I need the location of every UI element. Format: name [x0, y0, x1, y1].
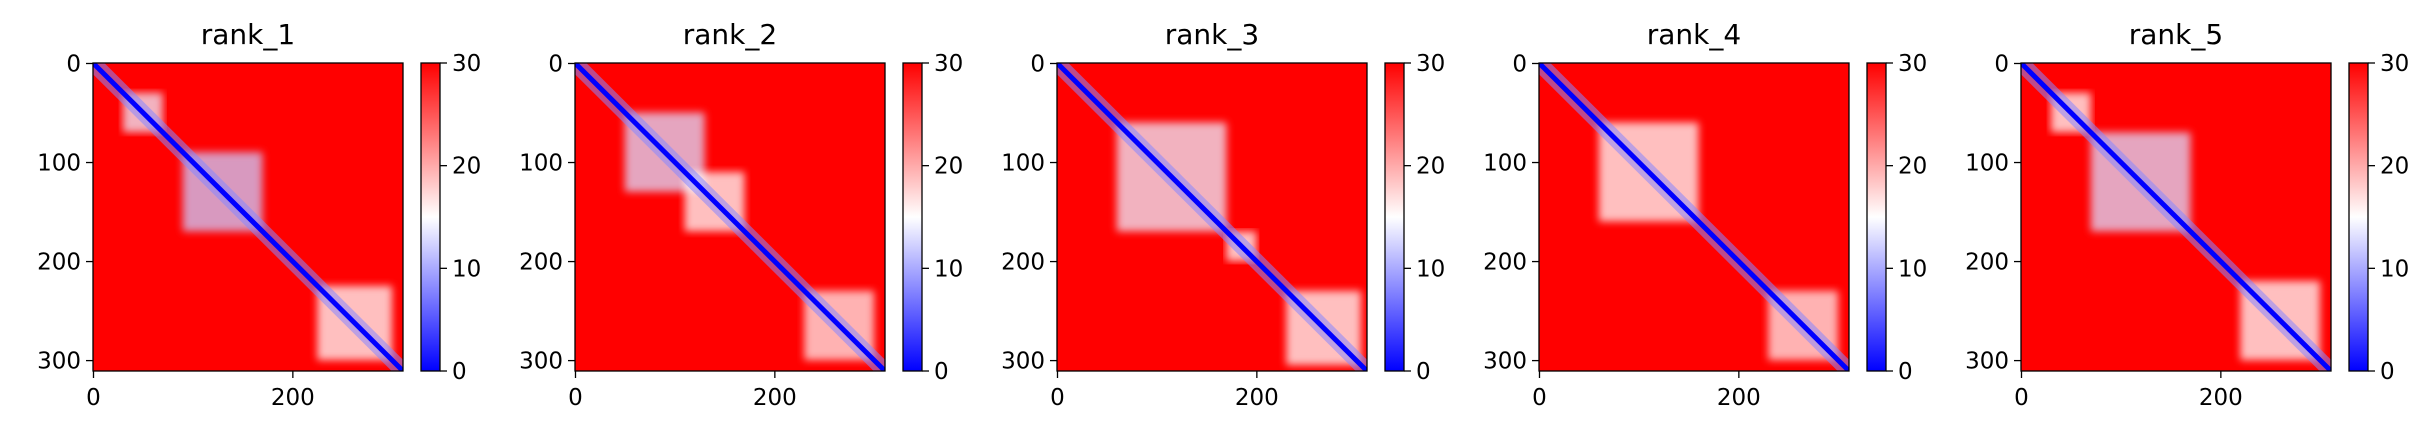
y-tick-label: 200 — [1483, 250, 1527, 276]
colorbar-tick-label: 20 — [934, 154, 963, 180]
axes-frame — [574, 62, 886, 372]
y-tick-label: 300 — [1001, 349, 1045, 375]
y-tick-label: 200 — [519, 250, 563, 276]
y-tick-label: 300 — [1483, 349, 1527, 375]
panel-title: rank_3 — [1165, 18, 1259, 51]
colorbar-tick-label: 20 — [1416, 154, 1445, 180]
x-tick-label: 200 — [2199, 385, 2243, 411]
colorbar-tick-label: 30 — [2380, 51, 2409, 77]
axes-frame — [1538, 62, 1850, 372]
colorbar-tick-label: 0 — [1416, 359, 1431, 385]
axes-frame — [1056, 62, 1368, 372]
y-tick-label: 100 — [1483, 151, 1527, 177]
y-tick-label: 100 — [519, 151, 563, 177]
y-tick-label: 200 — [37, 250, 81, 276]
panel-title: rank_4 — [1647, 18, 1741, 51]
diagonal-line — [1539, 63, 1849, 371]
y-tick-label: 100 — [37, 151, 81, 177]
x-tick-label: 0 — [2014, 385, 2029, 411]
colorbar-tick-label: 0 — [452, 359, 467, 385]
y-tick-label: 300 — [519, 349, 563, 375]
colorbar — [1384, 62, 1405, 372]
x-tick-label: 200 — [1235, 385, 1279, 411]
colorbar-tick-label: 30 — [1416, 51, 1445, 77]
y-tick-label: 200 — [1965, 250, 2009, 276]
colorbar-tick-label: 20 — [2380, 154, 2409, 180]
colorbar — [902, 62, 923, 372]
colorbar-tick-label: 0 — [1898, 359, 1913, 385]
y-tick-label: 100 — [1965, 151, 2009, 177]
y-tick-label: 0 — [548, 51, 563, 77]
y-tick-label: 0 — [1512, 51, 1527, 77]
colorbar-tick-label: 20 — [1898, 154, 1927, 180]
x-tick-label: 200 — [753, 385, 797, 411]
x-tick-label: 0 — [1050, 385, 1065, 411]
axes-frame — [2020, 62, 2332, 372]
y-tick-label: 200 — [1001, 250, 1045, 276]
y-tick-label: 0 — [1994, 51, 2009, 77]
x-tick-label: 0 — [86, 385, 101, 411]
colorbar-tick-label: 10 — [1898, 256, 1927, 282]
colorbar-tick-label: 30 — [934, 51, 963, 77]
colorbar-tick-label: 10 — [934, 256, 963, 282]
colorbar-tick-label: 0 — [2380, 359, 2395, 385]
colorbar — [420, 62, 441, 372]
diagonal-line — [2021, 63, 2331, 371]
colorbar-tick-label: 30 — [1898, 51, 1927, 77]
colorbar-tick-label: 10 — [452, 256, 481, 282]
colorbar — [2348, 62, 2369, 372]
y-tick-label: 100 — [1001, 151, 1045, 177]
x-tick-label: 0 — [568, 385, 583, 411]
x-tick-label: 200 — [271, 385, 315, 411]
colorbar-tick-label: 0 — [934, 359, 949, 385]
panel-title: rank_2 — [683, 18, 777, 51]
colorbar-tick-label: 10 — [2380, 256, 2409, 282]
diagonal-line — [1057, 63, 1367, 371]
y-tick-label: 0 — [1030, 51, 1045, 77]
colorbar-tick-label: 10 — [1416, 256, 1445, 282]
y-tick-label: 0 — [66, 51, 81, 77]
colorbar — [1866, 62, 1887, 372]
colorbar-tick-label: 30 — [452, 51, 481, 77]
x-tick-label: 0 — [1532, 385, 1547, 411]
colorbar-tick-label: 20 — [452, 154, 481, 180]
panel-title: rank_5 — [2129, 18, 2223, 51]
diagonal-line — [93, 63, 403, 371]
diagonal-line — [575, 63, 885, 371]
y-tick-label: 300 — [37, 349, 81, 375]
panel-title: rank_1 — [201, 18, 295, 51]
axes-frame — [92, 62, 404, 372]
x-tick-label: 200 — [1717, 385, 1761, 411]
y-tick-label: 300 — [1965, 349, 2009, 375]
